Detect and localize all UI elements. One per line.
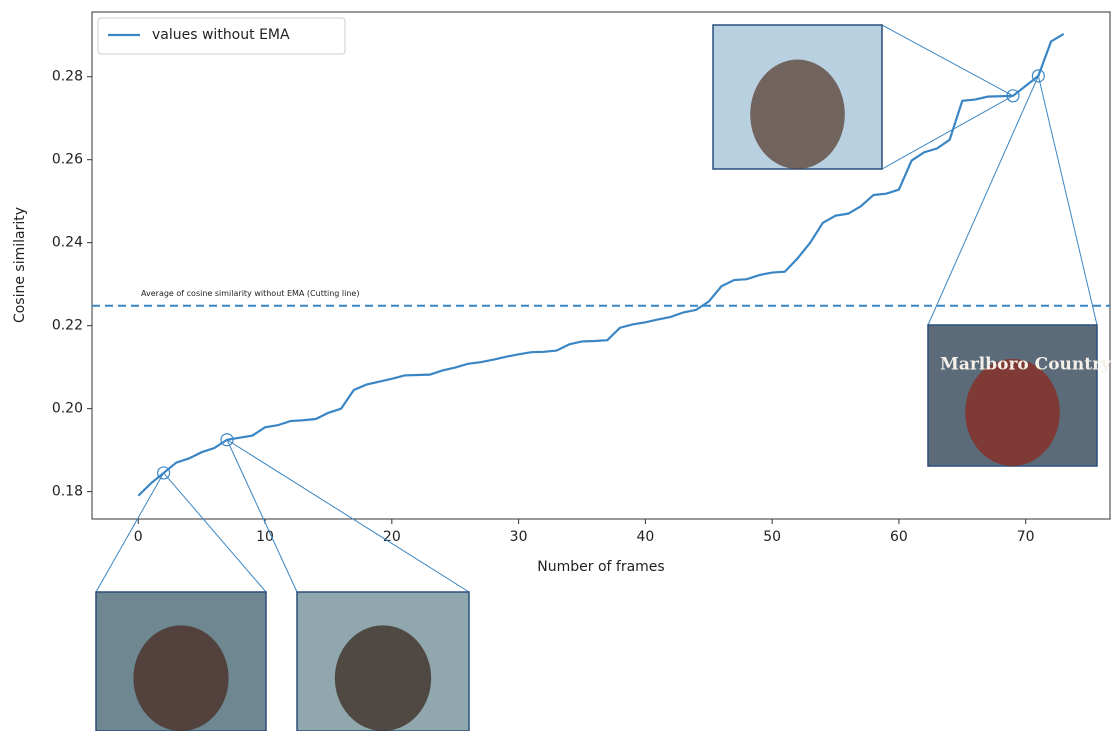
connector <box>881 95 1014 170</box>
connector <box>163 472 267 593</box>
legend-label: values without EMA <box>152 27 290 43</box>
legend: values without EMA <box>97 17 346 55</box>
legend-box <box>97 17 346 55</box>
thumbnail-subject <box>750 59 845 169</box>
y-tick-label: 0.22 <box>52 318 83 334</box>
x-tick-label: 50 <box>763 529 781 545</box>
y-tick-label: 0.18 <box>52 484 83 500</box>
highlight-circle <box>157 466 171 480</box>
y-tick-label: 0.20 <box>52 401 83 417</box>
highlight-circle <box>1006 89 1020 103</box>
x-axis-label: Number of frames <box>537 559 664 575</box>
average-label: Average of cosine similarity without EMA… <box>141 289 359 298</box>
connector <box>226 439 298 593</box>
highlight-circle <box>1031 69 1045 83</box>
y-tick-label: 0.26 <box>52 152 83 168</box>
y-axis-label: Cosine similarity <box>12 207 28 323</box>
thumbnail-subject <box>965 358 1060 467</box>
x-tick-label: 0 <box>134 529 143 545</box>
connector <box>95 472 165 593</box>
image-text: Marlboro Country <box>940 355 1112 375</box>
connector <box>1037 75 1098 326</box>
x-tick-label: 20 <box>383 529 401 545</box>
thumbnail-subject <box>334 625 432 731</box>
thumbnail-subject <box>133 625 229 731</box>
connector <box>927 75 1039 326</box>
plot-frame <box>91 11 1111 520</box>
data-line <box>137 33 1065 497</box>
x-tick-label: 30 <box>510 529 528 545</box>
connector <box>226 439 470 593</box>
y-tick-label: 0.28 <box>52 69 83 85</box>
x-tick-label: 70 <box>1017 529 1035 545</box>
x-tick-label: 40 <box>636 529 654 545</box>
connector <box>881 24 1014 97</box>
y-tick-label: 0.24 <box>52 235 83 251</box>
x-tick-label: 60 <box>890 529 908 545</box>
highlight-circle <box>220 433 234 447</box>
